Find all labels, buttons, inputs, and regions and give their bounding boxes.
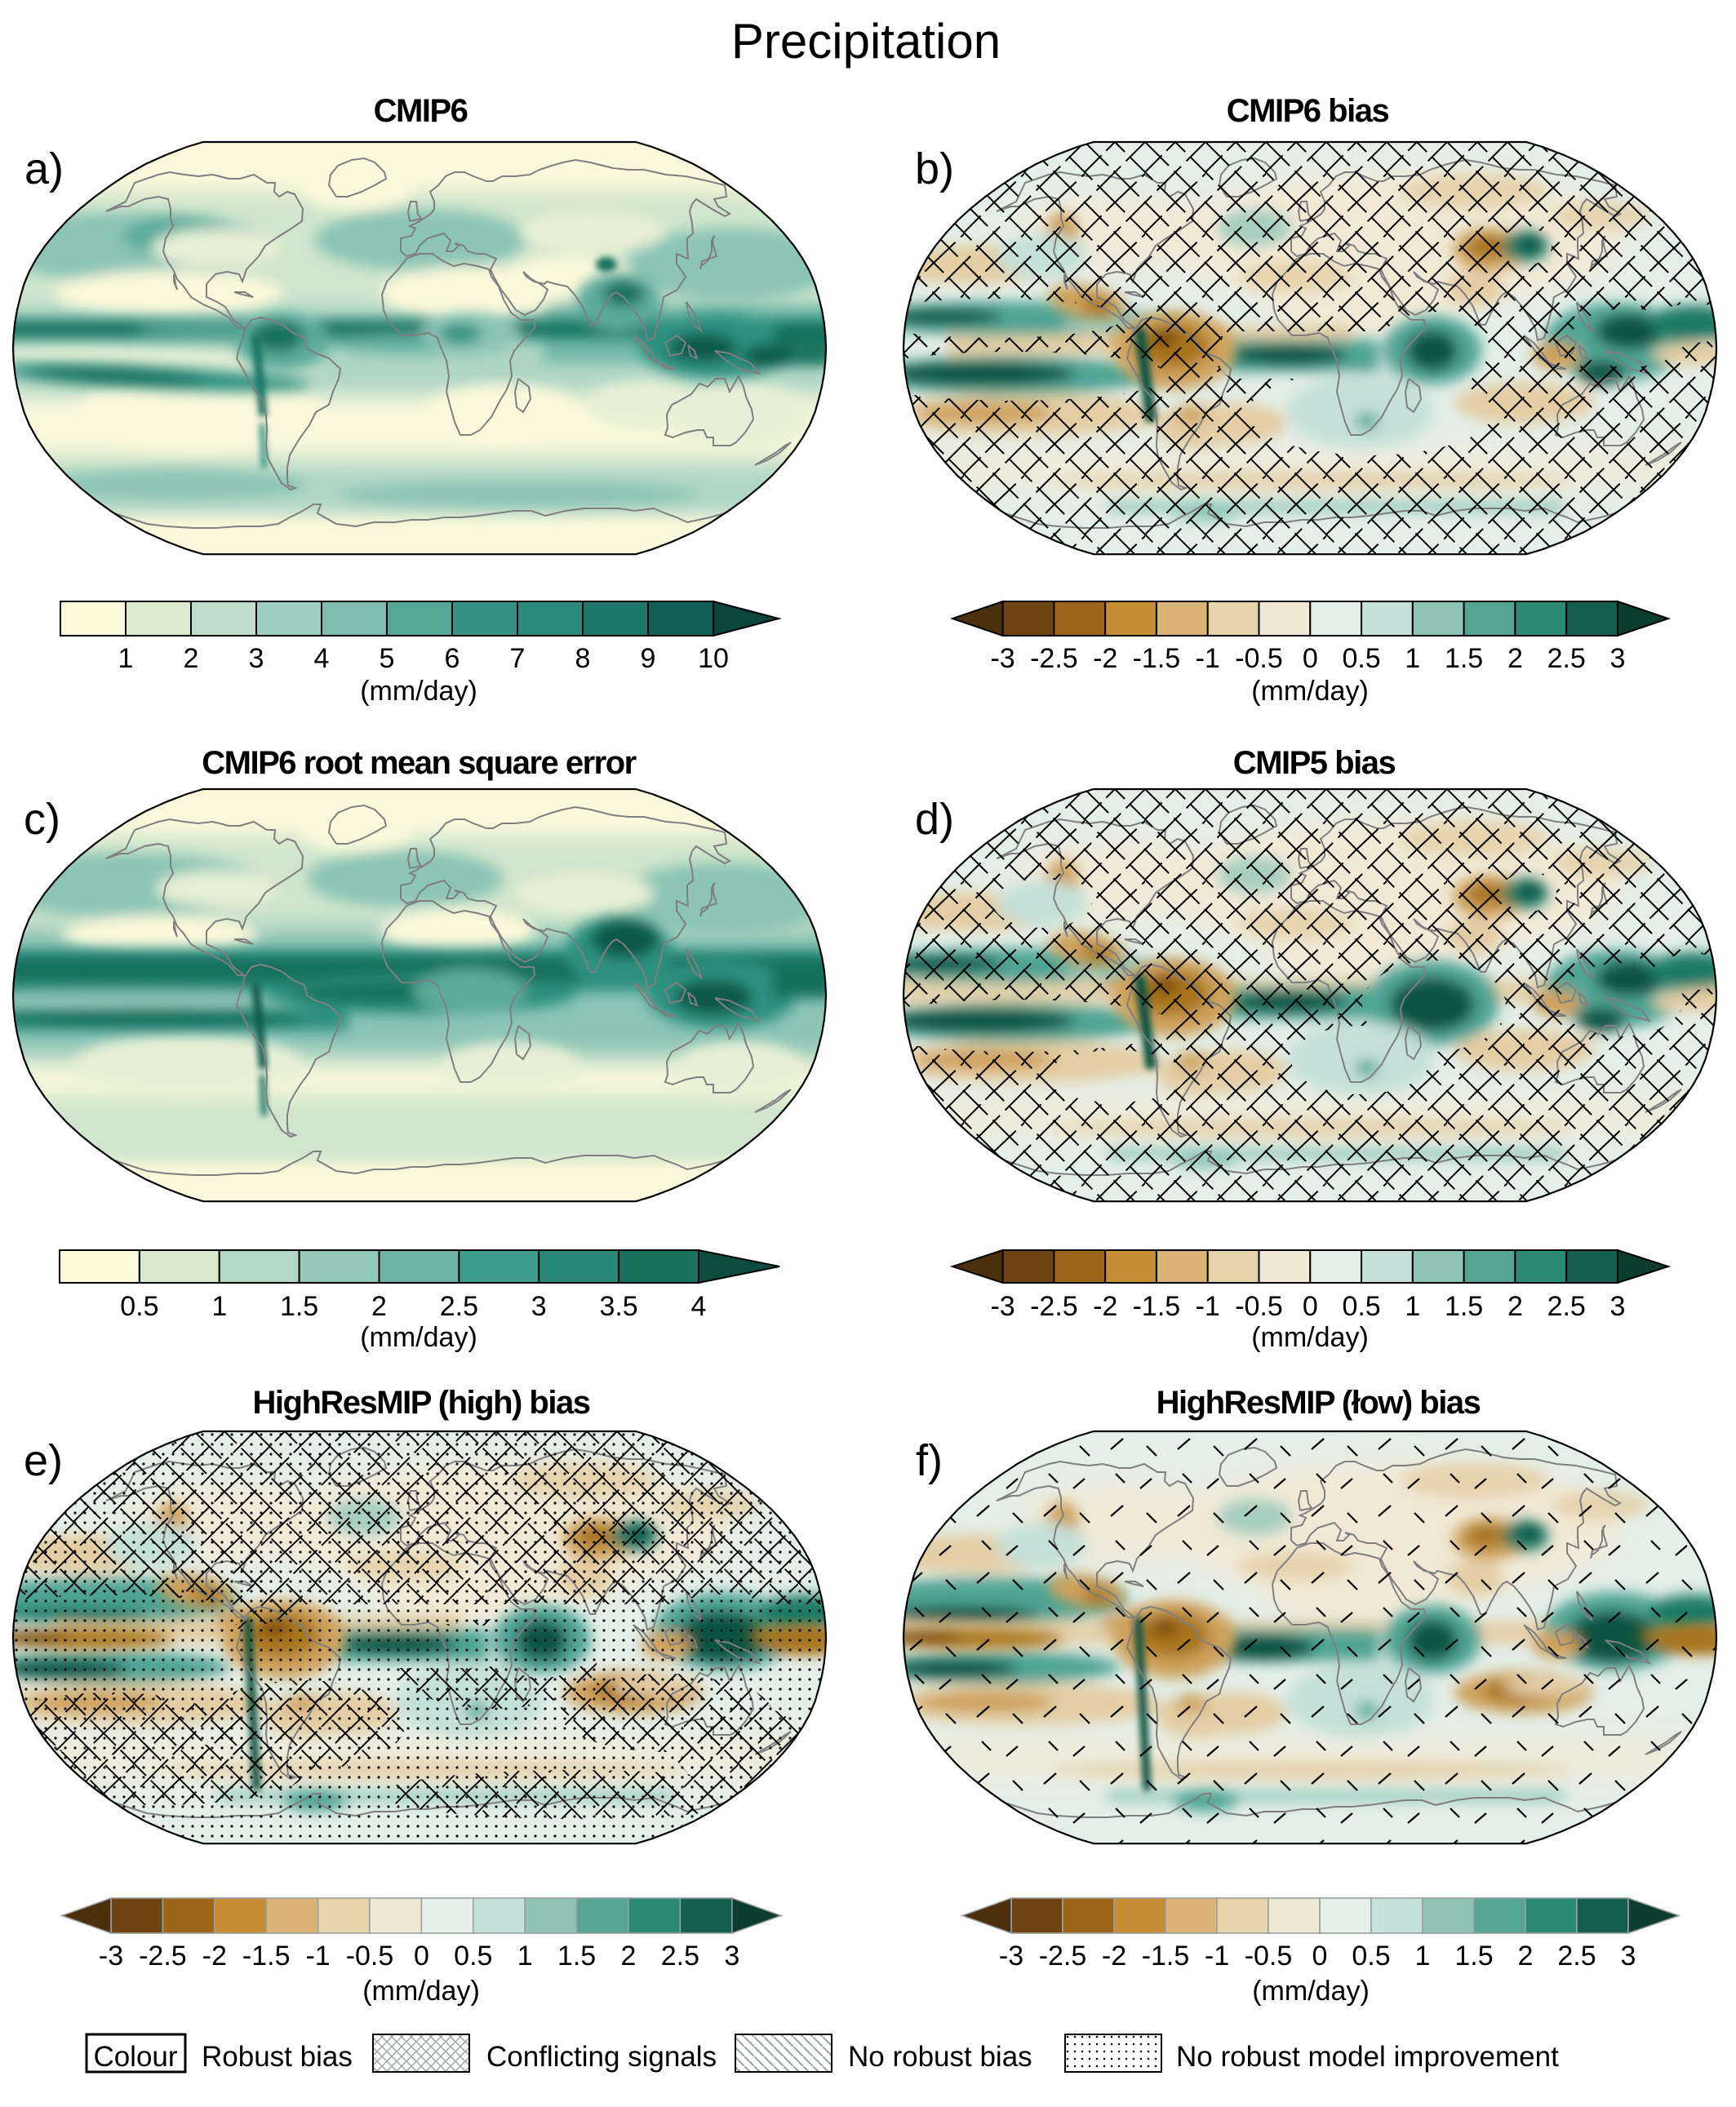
svg-text:0.5: 0.5 [1352,1941,1390,1972]
svg-text:7: 7 [510,643,526,674]
svg-text:No robust model improvement: No robust model improvement [1176,2041,1559,2073]
svg-text:Robust bias: Robust bias [202,2041,353,2073]
svg-text:1: 1 [517,1941,533,1972]
svg-text:4: 4 [691,1291,707,1322]
svg-text:-2: -2 [202,1941,227,1972]
svg-text:2: 2 [1507,1291,1523,1322]
svg-text:(mm/day): (mm/day) [360,676,477,707]
svg-text:10: 10 [698,643,729,674]
svg-text:-2: -2 [1093,643,1117,674]
svg-text:(mm/day): (mm/day) [360,1322,477,1353]
svg-text:3: 3 [1610,643,1626,674]
svg-text:1: 1 [1405,1291,1420,1322]
svg-text:1.5: 1.5 [557,1941,596,1972]
svg-text:3: 3 [1610,1291,1626,1322]
svg-text:2: 2 [621,1941,637,1972]
svg-text:0: 0 [1312,1941,1328,1972]
svg-text:0: 0 [414,1941,429,1972]
svg-text:-1.5: -1.5 [1133,643,1181,674]
svg-text:4: 4 [314,643,330,674]
svg-text:-0.5: -0.5 [1245,1941,1293,1972]
svg-text:2: 2 [1507,643,1523,674]
svg-text:1.5: 1.5 [280,1291,318,1322]
svg-text:9: 9 [641,643,656,674]
svg-text:2.5: 2.5 [1557,1941,1596,1972]
svg-text:-1.5: -1.5 [1142,1941,1190,1972]
svg-text:3.5: 3.5 [599,1291,637,1322]
svg-text:1: 1 [211,1291,227,1322]
svg-text:1.5: 1.5 [1445,643,1483,674]
svg-text:-3: -3 [990,1291,1015,1322]
svg-text:CMIP5 bias: CMIP5 bias [1233,745,1396,781]
svg-text:-2.5: -2.5 [1039,1941,1087,1972]
svg-text:CMIP6: CMIP6 [374,93,468,129]
svg-text:1.5: 1.5 [1454,1941,1493,1972]
svg-text:-2: -2 [1093,1291,1117,1322]
svg-text:CMIP6 bias: CMIP6 bias [1227,93,1389,129]
svg-text:2.5: 2.5 [661,1941,699,1972]
svg-text:2.5: 2.5 [1547,643,1586,674]
svg-text:-0.5: -0.5 [1235,643,1283,674]
svg-text:f): f) [916,1436,943,1485]
svg-text:0.5: 0.5 [1342,1291,1380,1322]
svg-text:(mm/day): (mm/day) [1252,1976,1370,2007]
svg-text:5: 5 [380,643,395,674]
svg-text:-1: -1 [1205,1941,1229,1972]
svg-text:8: 8 [575,643,591,674]
svg-text:-0.5: -0.5 [346,1941,394,1972]
svg-text:0.5: 0.5 [1342,643,1380,674]
svg-text:1: 1 [1415,1941,1431,1972]
svg-text:c): c) [24,795,60,844]
svg-text:2: 2 [1518,1941,1534,1972]
svg-text:-1.5: -1.5 [1133,1291,1181,1322]
svg-text:0.5: 0.5 [454,1941,492,1972]
svg-text:Conflicting signals: Conflicting signals [486,2041,717,2073]
svg-text:a): a) [24,144,64,193]
svg-text:(mm/day): (mm/day) [1251,1322,1369,1353]
svg-text:6: 6 [445,643,460,674]
svg-text:No robust bias: No robust bias [848,2041,1032,2073]
svg-text:2: 2 [184,643,199,674]
svg-text:0.5: 0.5 [120,1291,158,1322]
svg-text:-1.5: -1.5 [242,1941,291,1972]
svg-text:b): b) [915,144,954,193]
svg-text:e): e) [24,1436,63,1485]
svg-text:-2.5: -2.5 [1030,1291,1078,1322]
svg-text:3: 3 [1621,1941,1636,1972]
svg-text:1.5: 1.5 [1445,1291,1483,1322]
svg-text:(mm/day): (mm/day) [362,1976,480,2007]
svg-text:d): d) [915,795,954,844]
svg-text:-0.5: -0.5 [1235,1291,1283,1322]
svg-text:1: 1 [1405,643,1420,674]
svg-text:-1: -1 [1196,1291,1220,1322]
svg-text:Precipitation: Precipitation [731,14,1001,69]
svg-text:3: 3 [249,643,264,674]
svg-text:-1: -1 [305,1941,330,1972]
svg-text:-3: -3 [990,643,1015,674]
svg-text:(mm/day): (mm/day) [1251,676,1369,707]
svg-text:CMIP6 root mean square error: CMIP6 root mean square error [202,745,636,781]
svg-text:0: 0 [1303,1291,1318,1322]
svg-text:Colour: Colour [93,2041,177,2073]
svg-text:0: 0 [1303,643,1318,674]
svg-text:-2.5: -2.5 [139,1941,187,1972]
svg-text:-1: -1 [1196,643,1220,674]
svg-text:3: 3 [724,1941,739,1972]
svg-text:3: 3 [531,1291,547,1322]
svg-text:-3: -3 [99,1941,123,1972]
svg-text:2.5: 2.5 [1547,1291,1586,1322]
svg-text:HighResMIP (łow) bias: HighResMIP (łow) bias [1157,1385,1481,1421]
svg-text:-2.5: -2.5 [1030,643,1078,674]
svg-text:HighResMIP (high) bias: HighResMIP (high) bias [253,1385,590,1421]
svg-text:2: 2 [371,1291,387,1322]
svg-text:1: 1 [118,643,134,674]
svg-text:2.5: 2.5 [440,1291,478,1322]
svg-text:-3: -3 [999,1941,1023,1972]
svg-text:-2: -2 [1102,1941,1126,1972]
